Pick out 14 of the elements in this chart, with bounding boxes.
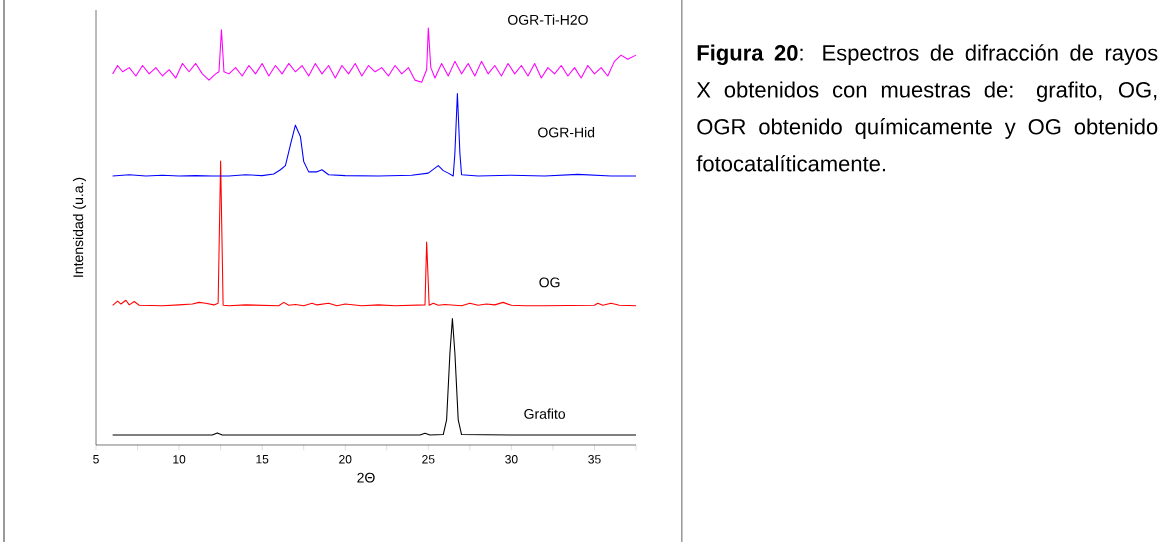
x-tick-label: 20 bbox=[339, 455, 352, 464]
x-tick-label: 15 bbox=[256, 455, 269, 464]
series-label: Grafito bbox=[524, 408, 566, 419]
text: OGR-Ti-H2O bbox=[508, 14, 588, 25]
x-tick-label: 35 bbox=[588, 455, 601, 464]
x-tick-label: 30 bbox=[505, 455, 518, 464]
x-axis-title: 2Θ bbox=[357, 472, 375, 483]
y-axis-title: Intensidad (u.a.) bbox=[72, 177, 86, 277]
text: Figura 20: Espectros de difracción de rayos X obtenidos con muestras de: grafito, OG, OGR obtenido químicamente y OG obtenido fotocatalíticamente. bbox=[696, 44, 1158, 172]
x-tick-label: 10 bbox=[173, 455, 186, 464]
series-label: OG bbox=[539, 277, 560, 288]
x-tick-label: 5 bbox=[93, 455, 99, 464]
x-tick-label: 25 bbox=[422, 455, 435, 464]
text: OGR-Hid bbox=[538, 127, 595, 138]
